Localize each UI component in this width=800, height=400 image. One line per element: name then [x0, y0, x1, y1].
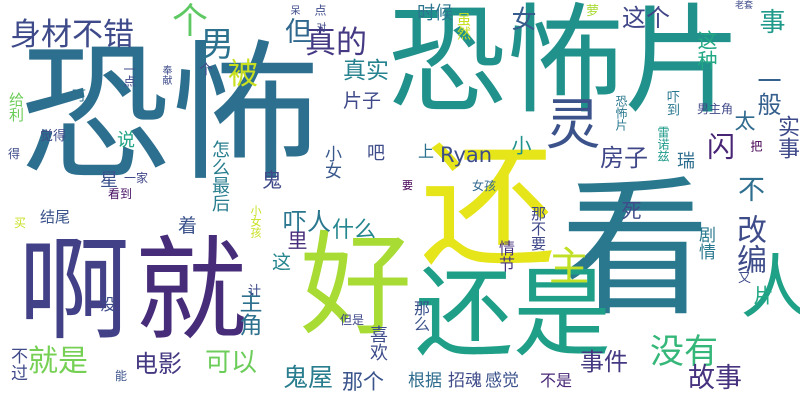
cloud-word: 情节 [496, 240, 515, 272]
cloud-word: 着 [178, 215, 198, 237]
cloud-word: 事 [755, 8, 785, 34]
cloud-word: 但 [280, 17, 311, 44]
cloud-word: 点 [313, 4, 327, 16]
cloud-word: 可 [70, 88, 86, 102]
cloud-word: 主 [542, 245, 588, 285]
cloud-word: 根据 [408, 371, 442, 391]
cloud-word: 女 [508, 6, 537, 31]
cloud-word: 死 [618, 200, 642, 220]
cloud-word: 给利 [7, 92, 25, 122]
cloud-word: 就 [135, 226, 247, 356]
cloud-word: 结尾 [40, 208, 71, 226]
cloud-word: 奉献 [160, 65, 171, 85]
cloud-word: 得 [8, 147, 21, 161]
cloud-word: 实事 [774, 115, 799, 159]
cloud-word: 可以 [205, 348, 258, 378]
cloud-word: 吧 [364, 143, 385, 161]
cloud-word: 一般 [753, 68, 781, 116]
cloud-word: 呆 [288, 5, 299, 15]
cloud-word: 但是 [340, 313, 365, 327]
cloud-word: 电影 [134, 350, 182, 378]
cloud-word: 雷诺兹 [656, 126, 670, 162]
cloud-word: 被 [228, 57, 258, 92]
cloud-word: 那不要 [529, 206, 547, 251]
cloud-word: 什么 [332, 218, 377, 243]
cloud-word: 改编 [731, 214, 766, 274]
cloud-word: 星 [97, 170, 118, 188]
cloud-word: 男 [200, 25, 234, 65]
cloud-word: 这个 [622, 4, 670, 32]
cloud-word: 这 [269, 252, 291, 271]
cloud-word: 小 [508, 135, 532, 155]
cloud-word: 片子 [343, 90, 382, 112]
cloud-word: 真的 [305, 25, 367, 61]
cloud-word: 一点 [122, 63, 136, 87]
cloud-word: 那个 [342, 370, 384, 394]
cloud-word: 老套 [735, 1, 754, 11]
cloud-word: 又 [738, 271, 752, 286]
cloud-word: 太 [732, 110, 756, 131]
cloud-word: Ryan [440, 143, 493, 167]
cloud-word: 时候 [417, 3, 453, 24]
cloud-word: 不过 [7, 347, 27, 381]
cloud-word: 好 [300, 221, 412, 351]
cloud-word: 啊 [18, 226, 130, 356]
cloud-word: 个 [172, 1, 209, 42]
cloud-word: 能 [115, 369, 128, 383]
cloud-word: 感觉 [485, 371, 519, 391]
cloud-word: 觉得 [40, 129, 67, 144]
cloud-word: 灵 [536, 95, 600, 150]
cloud-word: 故事 [688, 363, 742, 394]
cloud-word: 要 [402, 179, 413, 192]
cloud-word: 鬼屋 [283, 363, 334, 392]
cloud-word: 看到 [108, 187, 133, 201]
cloud-word: 就是 [28, 344, 88, 379]
cloud-word: 闪 [703, 132, 736, 160]
cloud-word: 男主角 [697, 102, 734, 116]
cloud-word: 鬼 [262, 168, 282, 192]
cloud-word: 瑞 [674, 151, 695, 169]
cloud-word: 吓到 [664, 90, 679, 116]
cloud-word: 小女孩 [249, 205, 262, 238]
cloud-word: 剧情 [695, 226, 715, 260]
cloud-word: 对 [314, 22, 325, 32]
cloud-word: 恐怖 [20, 28, 321, 202]
cloud-word: 里 [284, 230, 308, 250]
cloud-word: 主角 [235, 290, 261, 336]
cloud-word: 还 [397, 135, 554, 270]
cloud-word: 怎么最后 [209, 140, 230, 212]
cloud-word: 个 [197, 62, 213, 76]
cloud-word: 喜欢 [367, 325, 388, 361]
cloud-word: 不 [733, 175, 764, 202]
cloud-word: 萝 [586, 4, 600, 19]
cloud-word: 招魂 [448, 371, 482, 391]
cloud-word: 恐怖片 [388, 0, 743, 130]
cloud-word: 女孩 [472, 179, 497, 193]
cloud-word: 小女 [321, 145, 341, 179]
cloud-word: 没 [100, 295, 117, 314]
cloud-word: 片 [750, 285, 774, 305]
cloud-word: 吓人 [283, 208, 331, 236]
cloud-word: 一家 [124, 171, 149, 185]
cloud-word: 身材不错 [10, 17, 134, 53]
cloud-word: 事件 [580, 348, 628, 376]
cloud-word: 房子 [600, 144, 648, 172]
cloud-word: 计 [248, 284, 262, 299]
cloud-word: 恐怖片 [614, 95, 628, 131]
cloud-word: 看 [560, 163, 711, 337]
cloud-word: 这种 [694, 30, 718, 70]
cloud-word: 那么 [411, 300, 430, 332]
cloud-word: 还是 [415, 257, 612, 371]
cloud-word: 人 [729, 250, 800, 320]
cloud-word: 真实 [343, 58, 389, 84]
cloud-word: 上 [418, 142, 435, 161]
cloud-word: 把 [749, 140, 763, 152]
cloud-word: 没有 [650, 332, 718, 372]
cloud-word: 虽然 [455, 12, 471, 40]
cloud-word: 不是 [540, 371, 573, 390]
cloud-word: 说 [114, 130, 135, 148]
cloud-word: 买 [14, 216, 27, 230]
